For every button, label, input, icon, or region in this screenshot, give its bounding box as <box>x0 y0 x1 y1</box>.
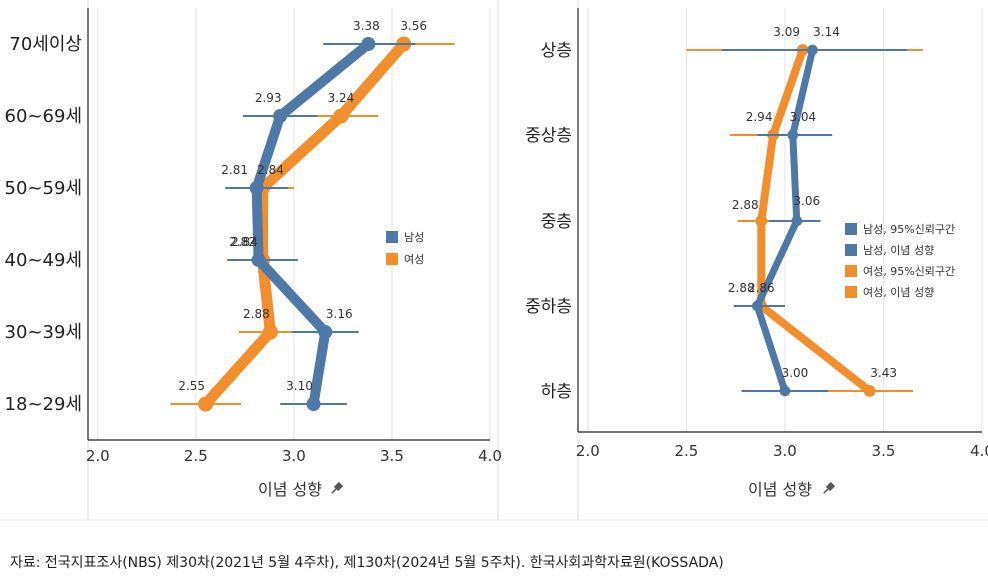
value-label-male: 3.00 <box>782 366 809 380</box>
value-label-male: 2.82 <box>229 235 256 249</box>
x-tick-label: 3.0 <box>773 442 797 460</box>
category-label: 70세이상 <box>9 34 82 55</box>
value-label-female: 2.88 <box>732 198 759 212</box>
x-tick-label: 3.0 <box>282 447 306 465</box>
data-point-male <box>751 300 763 312</box>
x-axis-title: 이념 성향 <box>748 480 812 499</box>
value-label-female: 2.88 <box>243 307 270 321</box>
value-label-male: 2.93 <box>255 91 282 105</box>
value-label-male: 3.10 <box>286 379 313 393</box>
data-point-male <box>779 385 791 397</box>
category-label: 중층 <box>541 212 572 232</box>
x-tick-label: 3.5 <box>380 447 404 465</box>
x-tick-label: 4.0 <box>478 447 502 465</box>
pin-icon-head <box>333 481 344 492</box>
x-axis-title: 이념 성향 <box>258 480 322 499</box>
legend-label: 남성, 95%신뢰구간 <box>863 223 955 236</box>
value-label-female: 2.94 <box>746 110 773 124</box>
category-label: 상층 <box>541 41 572 61</box>
category-label: 60~69세 <box>5 106 82 127</box>
pin-icon <box>331 481 344 494</box>
pin-icon-needle <box>823 488 829 494</box>
value-label-male: 2.86 <box>748 281 775 295</box>
value-label-female: 3.09 <box>773 25 800 39</box>
data-point-male <box>807 44 818 56</box>
legend-swatch <box>386 253 398 265</box>
value-label-female: 3.43 <box>870 366 897 380</box>
category-label: 하층 <box>541 382 572 402</box>
value-label-male: 3.16 <box>326 307 353 321</box>
value-label-male: 3.04 <box>789 110 816 124</box>
x-tick-label: 2.0 <box>86 447 110 465</box>
x-tick-label: 2.0 <box>576 442 600 460</box>
data-point-male <box>249 181 264 195</box>
category-label: 40~49세 <box>5 250 82 271</box>
category-label: 중하층 <box>525 297 572 317</box>
data-point-male <box>361 37 376 51</box>
x-tick-label: 4.0 <box>970 442 988 460</box>
data-point-female <box>863 385 876 397</box>
data-point-male <box>787 129 799 141</box>
x-tick-label: 3.5 <box>872 442 896 460</box>
legend-swatch <box>845 244 857 256</box>
value-label-female: 2.84 <box>257 163 284 177</box>
value-label-female: 3.56 <box>400 19 427 33</box>
data-point-female <box>262 324 278 340</box>
legend-swatch <box>845 223 857 235</box>
value-label-male: 3.38 <box>353 19 380 33</box>
pin-icon-needle <box>331 488 337 494</box>
category-label: 18~29세 <box>5 394 82 415</box>
value-label-female: 2.84 <box>231 235 258 249</box>
legend-label: 여성, 이념 성향 <box>863 286 934 299</box>
value-label-female: 2.88 <box>728 281 755 295</box>
value-label-male: 3.06 <box>793 194 820 208</box>
x-tick-label: 2.5 <box>674 442 698 460</box>
legend-label: 여성 <box>404 253 424 266</box>
data-point-male <box>791 215 803 227</box>
series-line-male <box>251 39 374 409</box>
legend-label: 여성, 95%신뢰구간 <box>863 265 955 278</box>
chart-panel-1: 2.0 2.5 3.0 3.5 4.0 70세이상 60~69세 50~59세 40~49세 30… <box>5 8 502 499</box>
source-note: 자료: 전국지표조사(NBS) 제30차(2021년 5월 4주차), 제130… <box>10 555 724 571</box>
data-point-male <box>273 109 288 123</box>
data-point-male <box>318 325 333 339</box>
category-label: 50~59세 <box>5 178 82 199</box>
category-label: 30~39세 <box>5 322 82 343</box>
data-point-female <box>198 396 214 412</box>
value-label-male: 2.81 <box>221 163 248 177</box>
value-label-female: 3.24 <box>328 91 355 105</box>
pin-icon <box>823 481 836 494</box>
data-point-female <box>755 215 768 227</box>
data-point-male <box>251 253 266 267</box>
pin-icon-head <box>825 481 836 492</box>
legend-swatch <box>386 231 398 243</box>
category-label: 중상층 <box>525 126 572 146</box>
data-point-male <box>306 397 321 411</box>
value-label-male: 3.14 <box>813 25 840 39</box>
legend-swatch <box>845 265 857 277</box>
legend-label: 남성, 이념 성향 <box>863 244 934 257</box>
legend-swatch <box>845 286 857 298</box>
data-point-female <box>333 108 349 124</box>
x-tick-label: 2.5 <box>184 447 208 465</box>
value-label-female: 2.55 <box>178 379 205 393</box>
legend-label: 남성 <box>404 231 424 244</box>
